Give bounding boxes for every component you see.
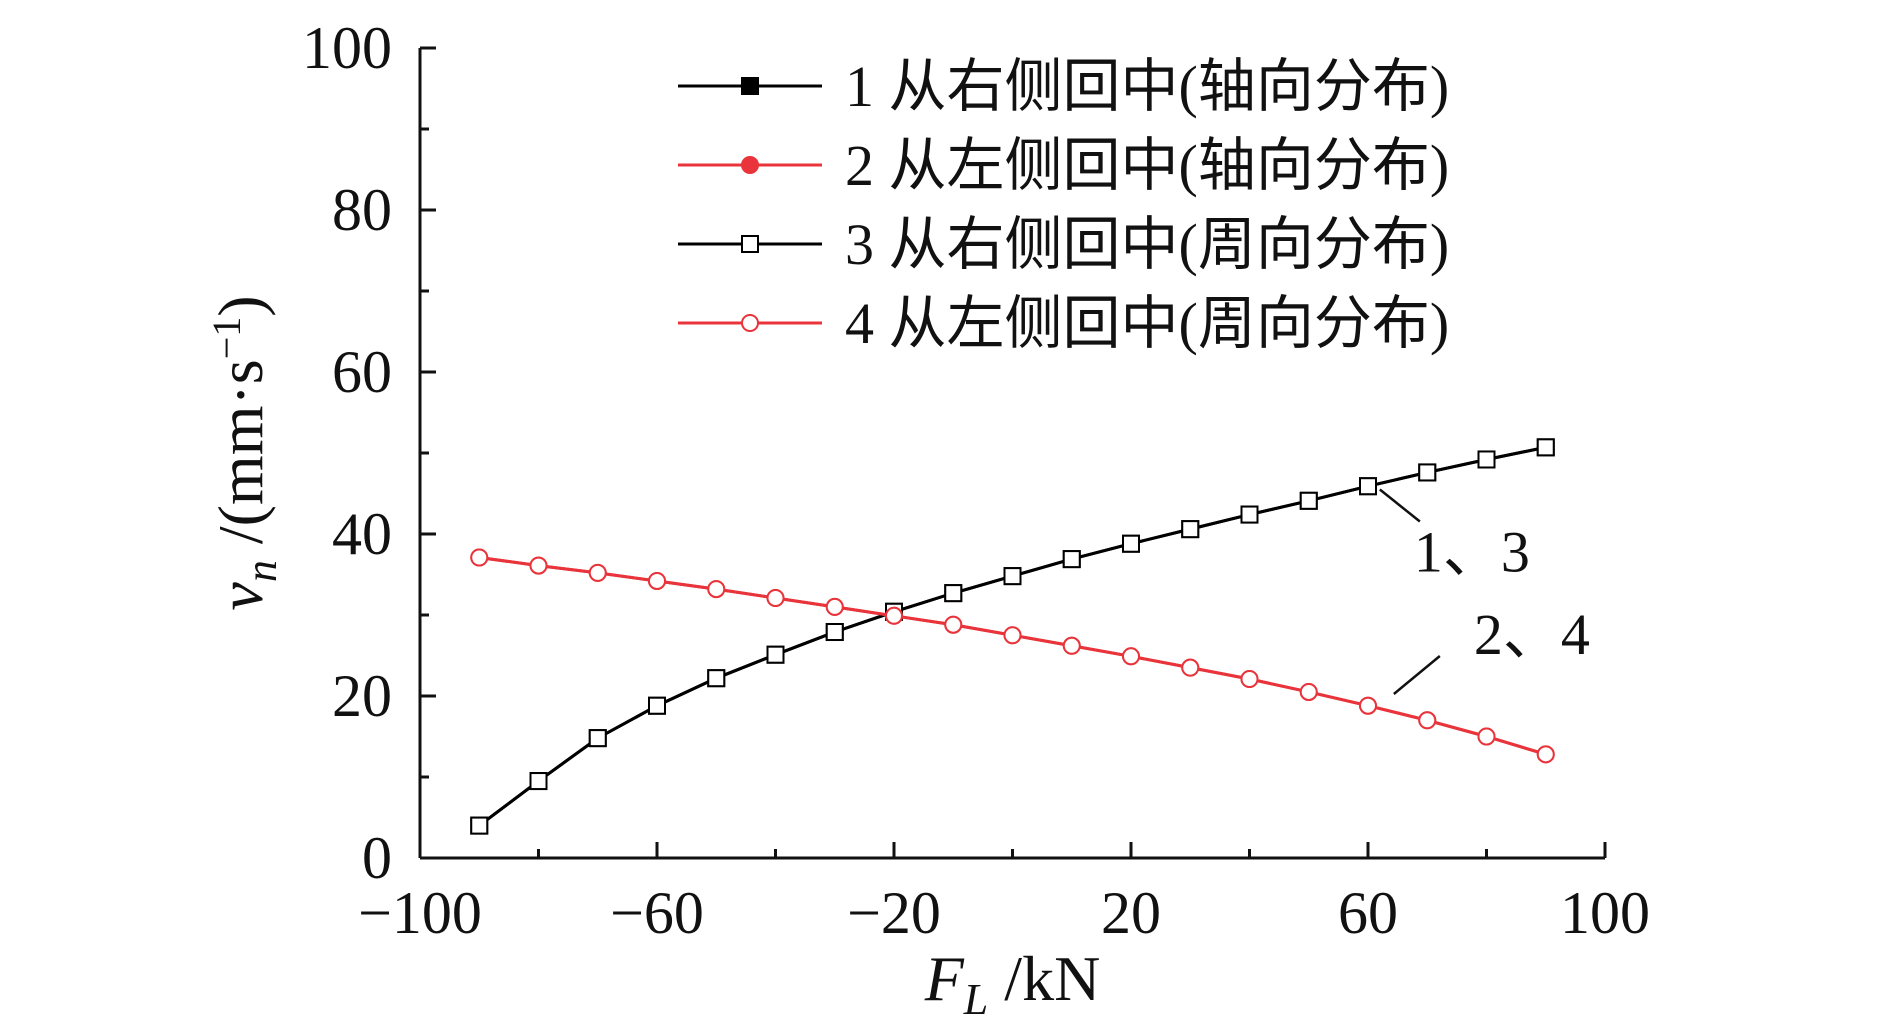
data-point [1536, 438, 1555, 457]
legend-swatch-marker [741, 235, 759, 253]
x-axis-title: FL /kN [924, 943, 1101, 1024]
legend-entry-1: 1 从右侧回中(轴向分布) [678, 54, 1449, 119]
data-point [707, 580, 726, 599]
data-point [1062, 636, 1081, 655]
x-tick-label: −20 [847, 880, 941, 946]
data-point [1181, 520, 1200, 539]
data-point [529, 772, 548, 791]
x-tick-label: −60 [610, 880, 704, 946]
legend-label: 4 从左侧回中(周向分布) [845, 291, 1449, 356]
legend-entry-2: 2 从左侧回中(轴向分布) [678, 133, 1449, 198]
x-axis-subscript: L [963, 975, 988, 1024]
annotation-leader-1-3 [1379, 488, 1421, 523]
data-point [825, 623, 844, 642]
y-axis-title: vn /(mm·s−1) [204, 295, 286, 610]
legend-entry-3: 3 从右侧回中(周向分布) [678, 212, 1449, 277]
legend-label: 1 从右侧回中(轴向分布) [845, 54, 1449, 119]
x-axis-symbol: F [924, 943, 965, 1014]
data-point [1122, 647, 1140, 666]
data-point [1062, 550, 1081, 569]
data-point [1003, 567, 1022, 586]
legend-swatch-marker [741, 314, 759, 332]
annotation-leader-2-4 [1393, 655, 1441, 695]
data-point [1181, 658, 1200, 677]
x-tick-label: −100 [358, 880, 482, 946]
data-point [470, 548, 489, 567]
y-tick-label: 80 [332, 177, 392, 243]
data-point [944, 615, 963, 634]
x-axis-unit: /kN [988, 943, 1100, 1014]
data-point [1418, 463, 1437, 482]
y-axis-subscript: n [237, 560, 286, 582]
data-point [1240, 669, 1259, 688]
data-point [470, 816, 489, 835]
annotations: 1、32、4 [1379, 488, 1590, 695]
data-point [885, 606, 903, 625]
data-point [648, 571, 666, 590]
legend-entry-4: 4 从左侧回中(周向分布) [678, 291, 1449, 356]
data-point [529, 556, 548, 575]
legend-label: 3 从右侧回中(周向分布) [845, 212, 1449, 277]
data-point [1477, 450, 1496, 469]
data-point [1536, 745, 1555, 764]
data-point [825, 597, 844, 616]
y-tick-label: 20 [332, 663, 392, 729]
data-point [1418, 711, 1437, 730]
data-point [1359, 696, 1377, 715]
annotation-label-2-4: 2、4 [1474, 602, 1590, 667]
axes: −100 −60 −20 20 60 100 0 20 40 60 80 100 [302, 15, 1650, 946]
data-point [1477, 727, 1496, 746]
data-point [588, 563, 607, 582]
data-point [944, 584, 963, 603]
data-point [648, 696, 666, 715]
legend-swatch-marker [741, 77, 759, 95]
y-tick-label: 60 [332, 339, 392, 405]
data-point [1299, 491, 1318, 510]
series-line [479, 556, 1547, 756]
y-tick-label: 40 [332, 501, 392, 567]
y-axis-symbol: v [205, 582, 276, 611]
legend-label: 2 从左侧回中(轴向分布) [845, 133, 1449, 198]
y-axis-exponent: −1 [204, 317, 249, 360]
series-layer [470, 438, 1555, 835]
x-tick-label: 20 [1101, 880, 1161, 946]
data-point [588, 729, 607, 748]
data-point [1299, 682, 1318, 701]
series-line [479, 556, 1547, 756]
data-point [1359, 477, 1377, 496]
y-axis-unit: /(mm·s [205, 359, 276, 560]
data-point [1122, 534, 1140, 553]
x-tick-label: 60 [1338, 880, 1398, 946]
data-point [766, 588, 785, 607]
legend-swatch-marker [741, 156, 759, 174]
data-point [1003, 626, 1022, 645]
data-point [1240, 505, 1259, 524]
x-tick-label: 100 [1560, 880, 1650, 946]
data-point [766, 645, 785, 664]
y-tick-label: 100 [302, 15, 392, 81]
legend: 1 从右侧回中(轴向分布) 2 从左侧回中(轴向分布) 3 从右侧回中(周向分布) 4… [678, 54, 1449, 356]
series-4 [470, 548, 1555, 764]
y-axis-close: ) [205, 295, 276, 316]
data-point [707, 669, 726, 688]
y-tick-label: 0 [362, 825, 392, 891]
annotation-label-1-3: 1、3 [1414, 520, 1530, 585]
